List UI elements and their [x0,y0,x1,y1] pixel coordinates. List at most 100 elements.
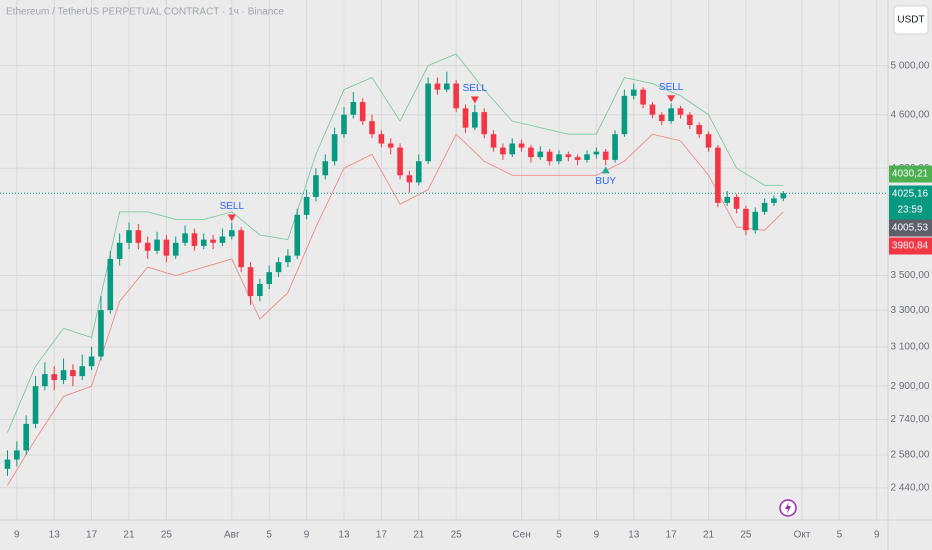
candle-body [752,211,759,231]
x-tick-label: 9 [304,530,310,541]
candle-body [294,214,301,256]
candle-body [649,104,656,115]
candle-body [584,154,590,160]
candle-body [98,310,104,357]
price-label-box [889,237,932,255]
candle-body [144,242,151,251]
candle-body [397,147,403,176]
candle-body [79,366,86,377]
candle-body [771,198,777,203]
y-tick-label: 2 440,00 [891,482,930,493]
signal-label: SELL [220,201,245,212]
candle-body [32,386,39,424]
signal-label: SELL [463,83,488,94]
candle-body [350,102,357,115]
x-tick-label: Авг [224,530,240,541]
candle-body [200,239,207,246]
candle-body [313,175,319,197]
currency-label[interactable]: USDT [897,15,924,26]
candle-body [210,239,216,243]
candle-body [51,374,58,381]
candle-body [453,83,459,109]
candle-body [238,230,244,268]
candle-body [219,236,226,243]
candle-body [434,83,441,90]
candle-body [518,143,525,148]
signal-marker [227,214,236,222]
candle-body [500,147,506,155]
candle-body [182,233,188,243]
band-upper [7,53,784,433]
candle-body [481,112,487,135]
currency-button[interactable] [893,5,929,35]
candle-body [537,151,544,158]
x-tick-label: 21 [413,530,425,541]
candle-body [462,108,469,128]
x-tick-label: 13 [49,530,61,541]
candle-body [135,230,142,243]
x-tick-label: 9 [14,530,20,541]
candle-body [285,255,291,263]
candle-body [369,121,375,135]
candle-body [761,202,768,212]
x-tick-label: 21 [123,530,135,541]
price-label-box [889,185,932,220]
candle-body [331,134,338,162]
x-tick-label: 21 [703,530,715,541]
candle-body [612,134,618,160]
candle-body [743,208,749,231]
y-tick-label: 3 300,00 [891,305,930,316]
grid [0,0,888,520]
chart-title: Ethereum / TetherUS PERPETUAL CONTRACT ·… [6,7,284,18]
alert-icon[interactable] [779,499,797,517]
price-label: 3980,84 [892,241,929,252]
x-tick-label: 5 [837,530,843,541]
candle-body [687,114,693,126]
x-tick-label: 17 [666,530,678,541]
y-tick-label: 2 900,00 [891,381,930,392]
price-label: 4030,21 [892,169,929,180]
candle-body [126,230,132,243]
signal-marker [667,95,676,103]
x-tick-label: Сен [512,530,530,541]
candle-body [574,157,581,160]
candle-body [724,196,731,203]
x-tick-label: 5 [556,530,562,541]
price-label-box [889,219,932,237]
candle-body [472,112,478,128]
candle-body [593,151,600,155]
candle-body [378,134,385,144]
candle-body [322,161,329,176]
band-lower [7,133,784,486]
candle-body [229,230,235,237]
alert-bolt[interactable] [785,502,791,514]
candle-body [107,258,114,311]
candle-body [406,175,413,183]
candle-body [733,196,740,209]
candle-body [247,267,254,297]
x-tick-label: 17 [86,530,98,541]
y-tick-label: 2 580,00 [891,450,930,461]
candle-body [715,147,721,203]
candle-body [705,134,712,148]
candle-body [359,102,366,122]
y-tick-label: 5 000,00 [891,60,930,71]
signal-marker [470,96,479,104]
candle-body [630,89,637,96]
candle-body [444,83,450,90]
signal-label: SELL [659,82,684,93]
candle-body [415,161,422,183]
x-tick-label: 5 [266,530,272,541]
candle-body [70,370,76,377]
y-tick-label: 2 740,00 [891,414,930,425]
candle-body [191,233,198,246]
candle-body [275,262,282,273]
x-tick-label: 13 [628,530,640,541]
y-tick-label: 4 600,00 [891,109,930,120]
countdown: 23:59 [897,205,922,216]
candle-body [556,154,562,162]
candle-body [163,239,170,256]
candle-body [387,143,394,148]
